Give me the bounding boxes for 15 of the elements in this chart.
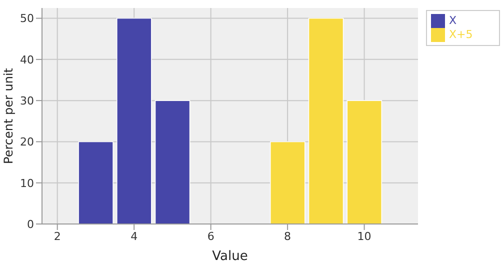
y-tick-label: 0	[27, 218, 34, 231]
y-tick-label: 40	[20, 53, 34, 66]
y-axis-title: Percent per unit	[1, 68, 16, 164]
legend-label: X	[449, 14, 457, 28]
legend-label: X+5	[449, 28, 473, 42]
y-tick-label: 20	[20, 136, 34, 149]
x-tick-label: 6	[207, 230, 214, 243]
x-axis-title: Value	[212, 249, 248, 262]
x-tick-label: 2	[54, 230, 61, 243]
y-tick-label: 50	[20, 12, 34, 26]
y-tick-label: 30	[20, 94, 34, 108]
x-tick-label: 4	[130, 230, 138, 243]
y-tick-label: 10	[20, 176, 34, 190]
x-tick-label: 10	[357, 230, 372, 243]
x-tick-label: 8	[284, 230, 292, 243]
